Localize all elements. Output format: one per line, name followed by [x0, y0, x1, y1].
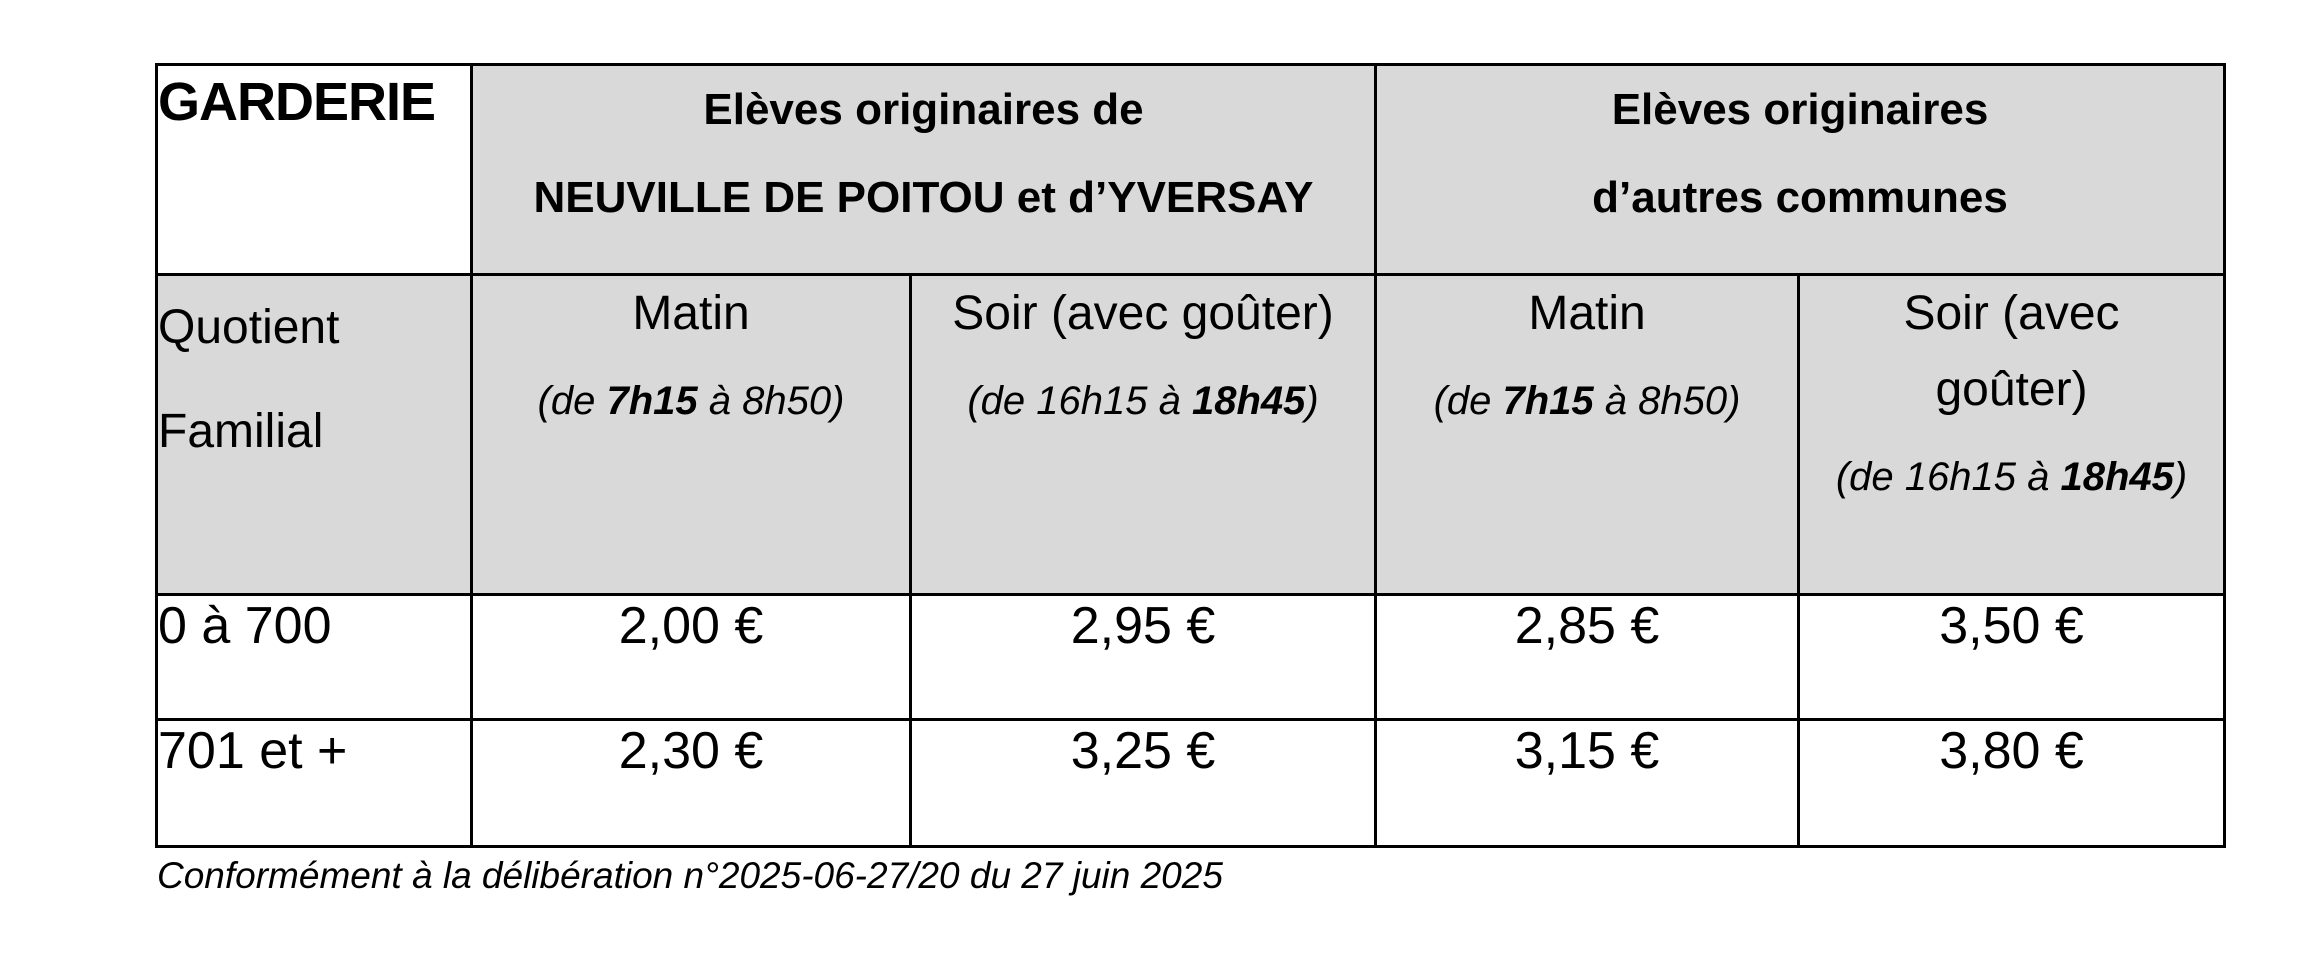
- price-cell: 2,85 €: [1374, 593, 1801, 721]
- table-row: 701 et + 2,30 € 3,25 € 3,15 € 3,80 €: [155, 718, 2227, 848]
- row-label-701-et-plus: 701 et +: [155, 718, 473, 848]
- time-suffix: ): [1305, 379, 1319, 423]
- group-header-line1: Elèves originaires de: [703, 85, 1144, 134]
- period-time-range: (de 16h15 à 18h45): [1802, 452, 2222, 502]
- table-title: GARDERIE: [158, 72, 437, 132]
- price-cell: 3,25 €: [908, 718, 1378, 848]
- price-cell: 2,95 €: [908, 593, 1378, 721]
- time-bold: 18h45: [2060, 455, 2174, 499]
- garderie-pricing-table: GARDERIE Elèves originaires de NEUVILLE …: [155, 63, 2227, 848]
- row-label-0-a-700: 0 à 700: [155, 593, 473, 721]
- time-suffix: à 8h50): [697, 379, 845, 423]
- time-bold: 18h45: [1191, 379, 1306, 423]
- quotient-familial-line1: Quotient: [158, 301, 340, 354]
- time-prefix: (de 16h15 à: [1835, 455, 2061, 499]
- time-suffix: à 8h50): [1593, 379, 1741, 423]
- group-header-line1: Elèves originaires: [1611, 85, 1989, 134]
- time-prefix: (de 16h15 à: [967, 379, 1192, 423]
- group-header-row: GARDERIE Elèves originaires de NEUVILLE …: [155, 63, 2227, 276]
- period-time-range: (de 7h15 à 8h50): [475, 376, 908, 426]
- column-header-soir-autres: Soir (avec goûter) (de 16h15 à 18h45): [1797, 273, 2227, 596]
- group-header-line2: NEUVILLE DE POITOU et d’YVERSAY: [533, 173, 1314, 222]
- table-row: 0 à 700 2,00 € 2,95 € 2,85 € 3,50 €: [155, 593, 2227, 721]
- time-bold: 7h15: [606, 379, 698, 423]
- period-time-range: (de 7h15 à 8h50): [1379, 376, 1796, 426]
- time-prefix: (de: [1433, 379, 1503, 423]
- price-cell: 2,30 €: [470, 718, 912, 848]
- price-cell: 3,15 €: [1374, 718, 1801, 848]
- table-title-cell: GARDERIE: [155, 63, 473, 276]
- price-cell: 3,80 €: [1797, 718, 2227, 848]
- column-header-matin-neuville: Matin (de 7h15 à 8h50): [470, 273, 912, 596]
- group-header-line2: d’autres communes: [1592, 173, 2008, 222]
- group-header-neuville-yversay: Elèves originaires de NEUVILLE DE POITOU…: [469, 63, 1378, 276]
- quotient-familial-header-cell: Quotient Familial: [155, 273, 473, 596]
- period-time-range: (de 16h15 à 18h45): [914, 376, 1373, 426]
- deliberation-footnote: Conformément à la délibération n°2025-06…: [157, 855, 1223, 896]
- group-header-autres-communes: Elèves originaires d’autres communes: [1374, 63, 2227, 276]
- price-cell: 3,50 €: [1797, 593, 2227, 721]
- column-header-matin-autres: Matin (de 7h15 à 8h50): [1374, 273, 1801, 596]
- time-bold: 7h15: [1502, 379, 1594, 423]
- period-name: Matin: [632, 287, 750, 340]
- price-cell: 2,00 €: [470, 593, 912, 721]
- period-name: Matin: [1528, 287, 1646, 340]
- period-name: Soir (avec goûter): [952, 287, 1334, 340]
- time-prefix: (de: [537, 379, 607, 423]
- column-header-soir-neuville: Soir (avec goûter) (de 16h15 à 18h45): [908, 273, 1378, 596]
- quotient-familial-line2: Familial: [158, 405, 324, 458]
- column-header-row: Quotient Familial Matin (de 7h15 à 8h50)…: [155, 273, 2227, 596]
- time-suffix: ): [2173, 455, 2188, 499]
- period-name: Soir (avec goûter): [1903, 287, 2120, 416]
